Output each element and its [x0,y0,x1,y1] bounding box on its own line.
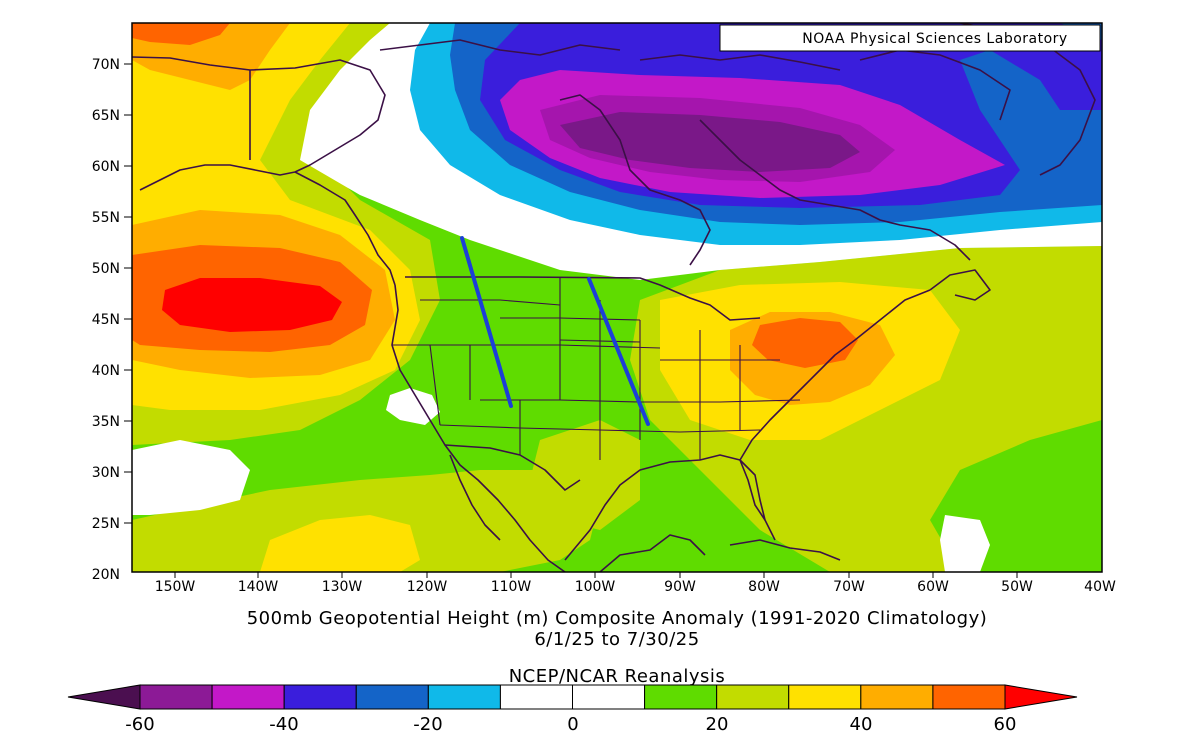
lon-label: 150W [155,579,196,595]
lat-label: 35N [92,414,120,430]
colorbar-labels: -60 -40 -20 0 20 40 60 [125,714,1016,735]
colorbar-label: -40 [269,714,298,735]
trough-line-west [460,236,513,408]
colorbar-swatch [139,684,213,710]
colorbar-label: -60 [125,714,154,735]
contour-white-basin [386,388,440,425]
map-frame [131,22,1103,573]
latitude-ticks [124,63,132,524]
contour-yellow-south [260,515,420,572]
contour-white-se [940,515,990,572]
credit-box [719,24,1101,52]
lon-label: 70W [833,579,865,595]
colorbar-swatch [644,684,718,710]
colorbar-swatch [860,684,934,710]
longitude-labels: 150W 140W 130W 120W 110W 100W 90W 80W 70… [155,579,1116,595]
contour-deep-purple [560,112,860,172]
lat-label: 55N [92,210,120,226]
lon-label: 100W [575,579,616,595]
lon-label: 60W [917,579,949,595]
colorbar-swatch [932,684,1006,710]
colorbar-swatch [427,684,501,710]
lat-label: 50N [92,261,120,277]
lat-label: 30N [92,465,120,481]
colorbar-swatch [355,684,429,710]
contour-redorange-east [752,318,858,368]
trough-lines [460,236,650,426]
lon-label: 40W [1084,579,1116,595]
lon-label: 80W [748,579,780,595]
colorbar-label: 40 [850,714,873,735]
lon-label: 90W [664,579,696,595]
contour-redorange-west [132,23,230,45]
longitude-ticks [174,572,1018,578]
title-line-1: 500mb Geopotential Height (m) Composite … [247,608,988,629]
lat-label: 20N [92,567,120,583]
lat-label: 40N [92,363,120,379]
lon-label: 120W [407,579,448,595]
lat-label: 25N [92,516,120,532]
lon-label: 130W [322,579,363,595]
lat-label: 45N [92,312,120,328]
contour-red-pacific [162,278,342,332]
colorbar-swatch [716,684,790,710]
coastlines [132,23,1096,572]
colorbar-label: 60 [994,714,1017,735]
lat-label: 70N [92,57,120,73]
colorbar-left-arrow [67,684,141,710]
contour-white-sw [132,440,250,515]
colorbar-label: 20 [706,714,729,735]
lat-label: 65N [92,108,120,124]
source-label: NCEP/NCAR Reanalysis [509,666,726,687]
colorbar-label: 0 [567,714,578,735]
colorbar-swatch [283,684,357,710]
colorbar-swatch [499,684,573,710]
colorbar-right-arrow [1004,684,1078,710]
colorbar-swatch [211,684,285,710]
colorbar-swatch [572,684,646,710]
colorbar-swatch [788,684,862,710]
title-line-2: 6/1/25 to 7/30/25 [534,629,699,650]
lon-label: 50W [1001,579,1033,595]
colorbar [67,684,1078,710]
lon-label: 140W [238,579,279,595]
colorbar-label: -20 [413,714,442,735]
credit-text: NOAA Physical Sciences Laboratory [802,31,1067,47]
latitude-labels: 70N 65N 60N 55N 50N 45N 40N 35N 30N 25N … [92,57,120,583]
lon-label: 110W [491,579,532,595]
contour-yellowgreen-gulf [530,420,640,530]
trough-line-east [587,277,650,426]
lat-label: 60N [92,159,120,175]
